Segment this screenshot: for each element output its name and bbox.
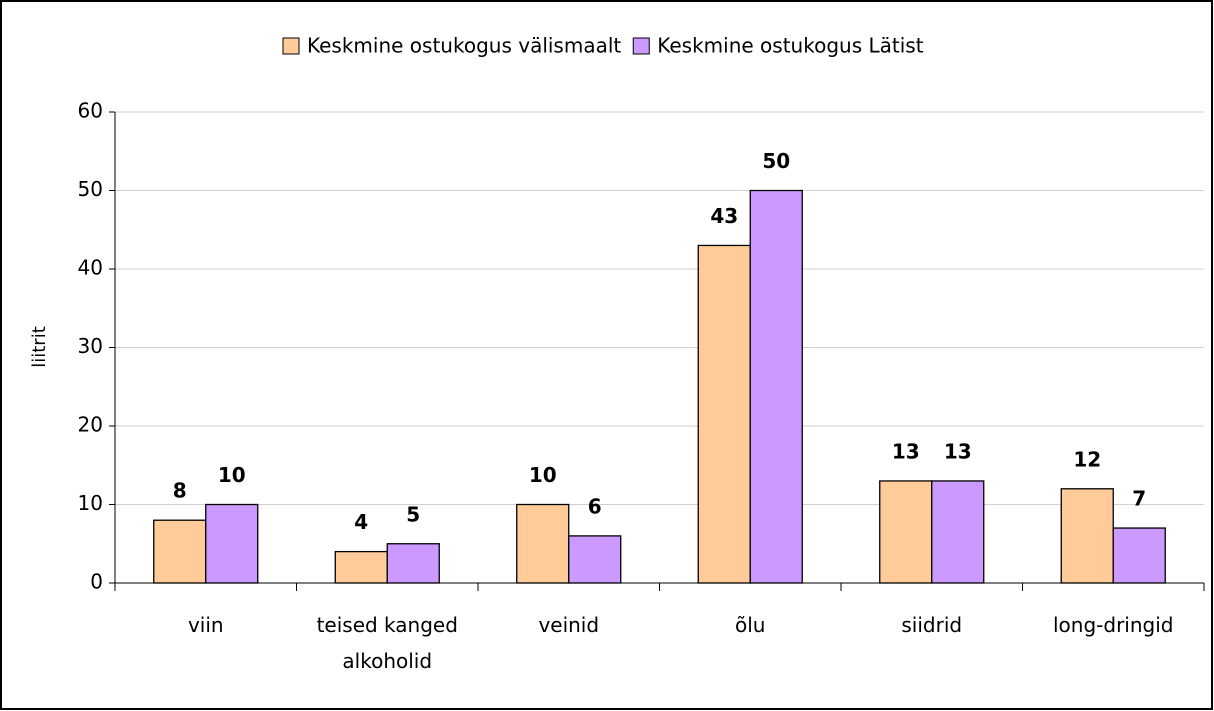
x-tick-label: teised kanged alkoholid bbox=[317, 613, 458, 673]
y-tick-label: 60 bbox=[78, 99, 103, 123]
legend-swatch bbox=[282, 37, 300, 55]
y-tick-label: 10 bbox=[78, 491, 103, 515]
bar bbox=[568, 535, 622, 584]
bar bbox=[1112, 527, 1166, 584]
data-label: 10 bbox=[218, 463, 246, 487]
bar bbox=[749, 189, 803, 584]
data-label: 10 bbox=[529, 463, 557, 487]
data-label: 6 bbox=[588, 494, 602, 518]
x-tick-label: õlu bbox=[735, 613, 765, 637]
data-label: 13 bbox=[944, 439, 972, 463]
data-label: 4 bbox=[354, 510, 368, 534]
legend-label: Keskmine ostukogus välismaalt bbox=[307, 34, 621, 58]
bar bbox=[153, 519, 207, 584]
bar bbox=[516, 503, 570, 584]
bar bbox=[931, 480, 985, 584]
bar bbox=[879, 480, 933, 584]
y-tick-label: 40 bbox=[78, 256, 103, 280]
bar bbox=[205, 503, 259, 584]
data-label: 5 bbox=[406, 502, 420, 526]
x-tick-label: viin bbox=[188, 613, 224, 637]
bar bbox=[386, 543, 440, 584]
data-label: 50 bbox=[762, 149, 790, 173]
y-tick-label: 20 bbox=[78, 413, 103, 437]
x-tick-label: siidrid bbox=[901, 613, 962, 637]
x-tick-label: long-dringid bbox=[1053, 613, 1173, 637]
bar bbox=[697, 244, 751, 584]
y-tick-label: 30 bbox=[78, 334, 103, 358]
x-tick-label: veinid bbox=[538, 613, 599, 637]
bar bbox=[1060, 488, 1114, 584]
legend-swatch bbox=[632, 37, 650, 55]
data-label: 13 bbox=[892, 439, 920, 463]
y-tick-label: 0 bbox=[90, 570, 103, 594]
bar bbox=[334, 550, 388, 584]
data-label: 12 bbox=[1073, 447, 1101, 471]
data-label: 7 bbox=[1132, 487, 1146, 511]
y-tick-label: 50 bbox=[78, 177, 103, 201]
data-label: 8 bbox=[173, 479, 187, 503]
data-label: 43 bbox=[710, 204, 738, 228]
legend-label: Keskmine ostukogus Lätist bbox=[657, 34, 923, 58]
y-axis-label: liitrit bbox=[29, 326, 50, 368]
